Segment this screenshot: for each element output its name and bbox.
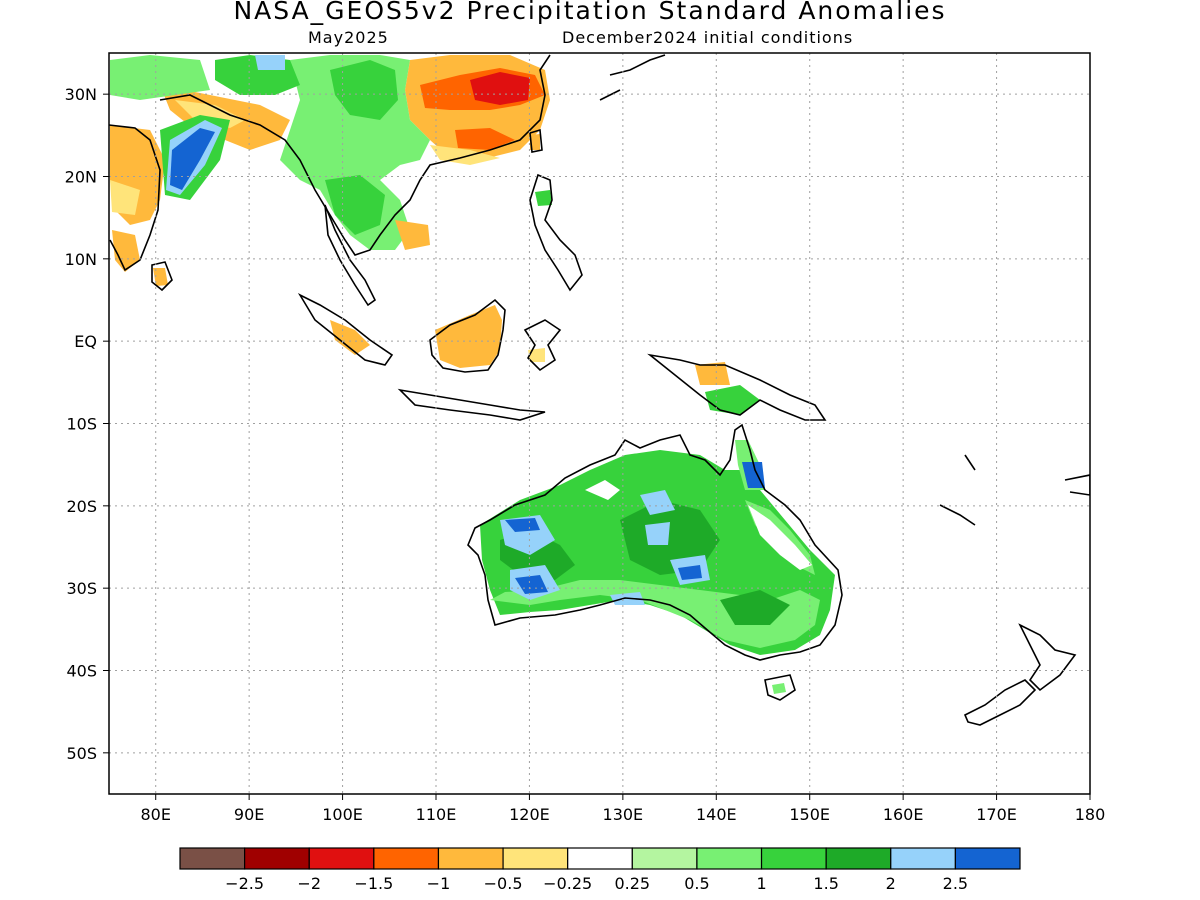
se-asia-dark-green xyxy=(330,60,398,120)
legend-swatch xyxy=(825,847,892,870)
lon-tick-label: 180 xyxy=(1075,805,1106,824)
legend-label: 2 xyxy=(886,874,896,893)
png-wet xyxy=(705,385,760,415)
coast-sri-lanka xyxy=(151,261,173,292)
initial-conditions: December2024 initial conditions xyxy=(562,28,854,47)
legend-swatch xyxy=(308,847,375,870)
lon-tick-label: 120E xyxy=(509,805,550,824)
coast-sumatra xyxy=(297,293,394,366)
coast-borneo xyxy=(429,298,506,373)
cape-york-blue xyxy=(742,462,765,488)
china-dry-south xyxy=(455,128,515,150)
australia-white-east xyxy=(748,505,812,570)
coast-australia xyxy=(467,423,843,661)
australia-blue-2 xyxy=(515,575,548,594)
legend-swatch xyxy=(244,847,310,870)
lat-tick-label: 30N xyxy=(65,85,97,104)
legend-swatch xyxy=(696,847,763,870)
lat-tick-label: 20S xyxy=(66,497,97,516)
lat-tick-label: 10N xyxy=(65,250,97,269)
tibet-lightblue xyxy=(255,55,285,70)
sri-lanka-dry xyxy=(153,268,168,286)
legend-label: −2.5 xyxy=(225,874,264,893)
coast-japan xyxy=(599,54,666,101)
coast-new-zealand-south xyxy=(963,679,1037,726)
australia-white-north xyxy=(585,480,620,500)
lon-tick-label: 150E xyxy=(789,805,830,824)
legend-label: −2 xyxy=(297,874,321,893)
legend-swatch xyxy=(760,847,827,870)
png-dry xyxy=(695,362,730,385)
legend-label: 1 xyxy=(756,874,766,893)
philippines-wet xyxy=(535,190,552,206)
arabian-coast-wet xyxy=(110,55,210,100)
legend-swatch xyxy=(954,847,1021,870)
lat-tick-label: 50S xyxy=(66,744,97,763)
lon-tick-label: 90E xyxy=(234,805,264,824)
lon-tick-label: 80E xyxy=(140,805,170,824)
color-legend: −2.5 −2 −1.5 −1 −0.5 −0.25 0.25 0.5 1 1.5 2 2.5 xyxy=(179,847,1021,893)
sumatra-dry xyxy=(330,320,370,355)
lon-tick-label: 110E xyxy=(416,805,457,824)
legend-swatch xyxy=(890,847,956,870)
lat-tick-label: 30S xyxy=(66,579,97,598)
coast-philippines xyxy=(529,173,583,292)
lat-tick-label: 10S xyxy=(66,415,97,434)
legend-swatch xyxy=(502,847,569,870)
legend-label: 1.5 xyxy=(813,874,838,893)
graticule xyxy=(109,53,1090,794)
forecast-month: May2025 xyxy=(308,28,389,47)
coast-sulawesi xyxy=(523,319,562,372)
thailand-dry xyxy=(395,220,430,250)
coastlines xyxy=(109,54,1090,726)
coast-java xyxy=(397,388,546,421)
coast-new-zealand-north xyxy=(1018,623,1077,692)
lon-tick-label: 160E xyxy=(883,805,924,824)
china-light-dry xyxy=(430,145,500,165)
legend-swatch xyxy=(373,847,440,870)
legend-swatch xyxy=(179,847,246,870)
plot-frame xyxy=(108,52,1091,795)
anomaly-fills xyxy=(110,55,835,694)
australia-dark-green-2 xyxy=(620,500,720,575)
legend-label: −1.5 xyxy=(354,874,393,893)
legend-swatch xyxy=(631,847,698,870)
legend-label: 2.5 xyxy=(943,874,968,893)
south-india-dry xyxy=(112,230,140,272)
australia-blue-1 xyxy=(505,518,540,532)
australia-lightblue-3 xyxy=(640,490,675,515)
legend-label: −0.25 xyxy=(543,874,592,893)
india-blue xyxy=(170,128,215,190)
coast-tasmania xyxy=(764,674,796,701)
lat-tick-label: 20N xyxy=(65,168,97,187)
coast-taiwan xyxy=(529,128,543,153)
legend-label: −1 xyxy=(427,874,451,893)
lon-tick-label: 130E xyxy=(603,805,644,824)
map-title: NASA_GEOS5v2 Precipitation Standard Anom… xyxy=(233,0,947,25)
taiwan-dry xyxy=(530,134,540,150)
coast-fiji-vanuatu xyxy=(939,454,1090,526)
coast-asia-mainland xyxy=(109,54,551,272)
lon-tick-label: 100E xyxy=(322,805,363,824)
legend-swatch xyxy=(567,847,633,870)
legend-swatch xyxy=(437,847,504,870)
australia-dark-green-3 xyxy=(720,590,790,625)
legend-label: 0.25 xyxy=(614,874,650,893)
lat-tick-label: 40S xyxy=(66,662,97,681)
china-very-strong-dry xyxy=(470,72,530,105)
lat-tick-label: EQ xyxy=(74,332,97,351)
se-asia-dark-green-2 xyxy=(325,175,385,235)
lon-tick-label: 170E xyxy=(976,805,1017,824)
axis-ticks: 80E 90E 100E 110E 120E 130E 140E 150E 160E 170E 18… xyxy=(65,85,1106,824)
borneo-dry xyxy=(435,305,502,368)
australia-blue-3 xyxy=(678,565,702,580)
india-light-dry xyxy=(110,180,140,215)
coast-new-guinea xyxy=(647,353,827,421)
tasmania-wet xyxy=(772,683,786,694)
legend-label: −0.5 xyxy=(484,874,523,893)
lon-tick-label: 140E xyxy=(696,805,737,824)
australia-lightblue-4 xyxy=(645,522,670,545)
legend-label: 0.5 xyxy=(684,874,709,893)
